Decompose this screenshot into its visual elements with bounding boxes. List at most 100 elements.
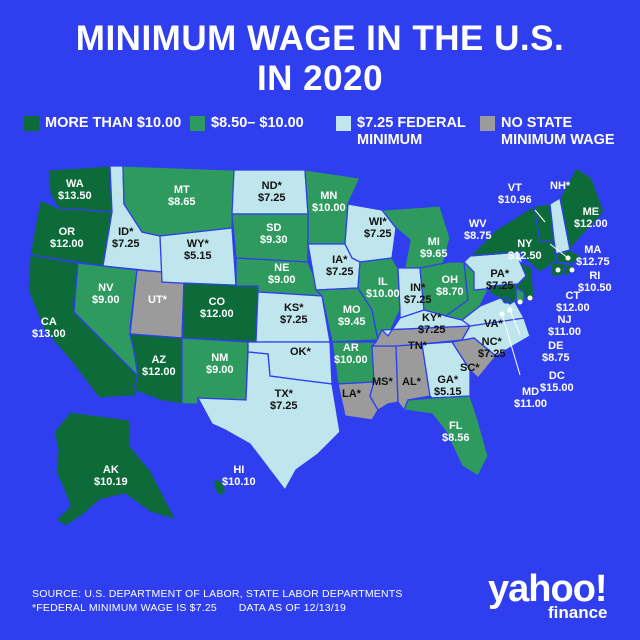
state-wage: $10.10 — [222, 476, 256, 488]
label-az: AZ $12.00 — [142, 354, 176, 378]
label-la: LA* — [342, 388, 361, 400]
label-mi: MI $9.65 — [420, 236, 448, 260]
state-wage: $9.45 — [338, 316, 366, 328]
dot-nj — [527, 295, 533, 301]
leader-vt — [534, 209, 546, 223]
state-abbr: TN* — [408, 340, 427, 352]
state-wage: $15.00 — [540, 382, 574, 394]
state-abbr: MT — [173, 184, 190, 196]
state-abbr: NH* — [550, 180, 571, 192]
label-de: DE $8.75 — [542, 340, 570, 364]
state-abbr: DC — [548, 370, 565, 382]
label-or: OR $12.00 — [50, 226, 84, 250]
state-abbr: WA — [65, 178, 84, 190]
label-ga: GA* $5.15 — [434, 374, 462, 398]
state-wage: $9.00 — [206, 364, 234, 376]
label-fl: FL $8.56 — [442, 420, 470, 444]
state-ri — [561, 263, 575, 277]
state-abbr: CT — [565, 290, 581, 302]
title-line-1: MINIMUM WAGE IN THE U.S. — [75, 19, 565, 58]
state-wage: $12.00 — [50, 238, 84, 250]
state-wage: $12.50 — [508, 250, 542, 262]
state-abbr: OK* — [290, 346, 311, 358]
logo-yahoo-text: yahoo! — [488, 568, 608, 610]
label-nj: NJ $11.00 — [548, 314, 581, 338]
legend-swatch — [190, 116, 205, 131]
label-ne: NE $9.00 — [268, 262, 296, 286]
state-wage: $7.25 — [404, 294, 432, 306]
state-wage: $7.25 — [258, 192, 286, 204]
label-ia: IA* $7.25 — [326, 254, 354, 278]
state-abbr: FL — [449, 420, 463, 432]
label-oh: OH $8.70 — [436, 274, 464, 298]
label-in: IN* $7.25 — [404, 282, 432, 306]
label-tn: TN* — [408, 340, 427, 352]
state-abbr: SD — [266, 222, 282, 234]
state-abbr: GA* — [437, 374, 459, 386]
label-nv: NV $9.00 — [92, 282, 120, 306]
state-abbr: WV — [468, 218, 487, 230]
legend-no-state-wage: NO STATE MINIMUM WAGE — [480, 115, 631, 149]
label-sc: SC* — [460, 362, 480, 374]
state-wage: $12.00 — [200, 308, 234, 320]
legend-label: NO STATE MINIMUM WAGE — [501, 115, 615, 148]
label-ak: AK $10.19 — [94, 464, 128, 488]
state-abbr: MI — [427, 236, 440, 248]
state-abbr: IN* — [410, 282, 426, 294]
label-ma: MA $12.75 — [576, 244, 610, 268]
state-abbr: TX* — [274, 388, 293, 400]
leader-ma — [549, 243, 569, 259]
label-co: CO $12.00 — [200, 296, 234, 320]
state-wage: $7.25 — [326, 266, 354, 278]
state-wage: $5.15 — [184, 250, 212, 262]
state-ak — [53, 411, 178, 527]
leader-dc — [501, 313, 521, 376]
state-wage: $10.00 — [334, 354, 368, 366]
state-wage: $7.25 — [112, 238, 140, 250]
state-abbr: SC* — [460, 362, 480, 374]
label-wi: WI* $7.25 — [364, 216, 392, 240]
label-ut: UT* — [148, 294, 167, 306]
label-sd: SD $9.30 — [260, 222, 288, 246]
footer-note: *FEDERAL MINIMUM WAGE IS $7.25 DATA AS O… — [32, 602, 347, 614]
state-wage: $12.00 — [574, 218, 608, 230]
legend-label: $7.25 FEDERAL MINIMUM — [357, 115, 466, 148]
state-wage: $8.75 — [542, 352, 570, 364]
label-nd: ND* $7.25 — [258, 180, 286, 204]
label-il: IL $10.00 — [366, 276, 400, 300]
state-abbr: ID* — [118, 226, 134, 238]
state-abbr: AL* — [402, 376, 421, 388]
state-abbr: AK — [102, 464, 119, 476]
state-wage: $7.25 — [486, 280, 514, 292]
dot-ri — [569, 267, 575, 273]
state-wage: $13.00 — [32, 328, 66, 340]
yahoo-finance-logo: yahoo! finance — [488, 570, 608, 621]
state-abbr: NV — [98, 282, 114, 294]
state-abbr: LA* — [342, 388, 361, 400]
state-abbr: CA — [40, 316, 57, 328]
state-abbr: IL — [377, 276, 388, 288]
state-abbr: VA* — [484, 318, 503, 330]
leader-de — [509, 309, 521, 336]
label-me: ME $12.00 — [574, 206, 608, 230]
state-wage: $9.65 — [420, 248, 448, 260]
label-ky: KY* $7.25 — [418, 312, 446, 336]
state-abbr: AZ — [151, 354, 167, 366]
state-abbr: NM — [211, 352, 229, 364]
state-wage: $10.00 — [312, 202, 346, 214]
state-wage: $8.56 — [442, 432, 470, 444]
state-abbr: UT* — [148, 294, 167, 306]
state-wage: $11.00 — [514, 398, 548, 410]
state-abbr: NC* — [481, 336, 502, 348]
state-abbr: ND* — [261, 180, 282, 192]
footer-source: SOURCE: U.S. DEPARTMENT OF LABOR, STATE … — [32, 588, 403, 600]
label-al: AL* — [402, 376, 421, 388]
state-wage: $7.25 — [364, 228, 392, 240]
state-abbr: NE — [274, 262, 290, 274]
label-wv: WV $8.75 — [464, 218, 492, 242]
state-wage: $9.30 — [260, 234, 288, 246]
state-wage: $12.00 — [142, 366, 176, 378]
state-abbr: WI* — [368, 216, 387, 228]
state-abbr: RI — [589, 270, 601, 282]
state-abbr: MD — [521, 386, 540, 398]
